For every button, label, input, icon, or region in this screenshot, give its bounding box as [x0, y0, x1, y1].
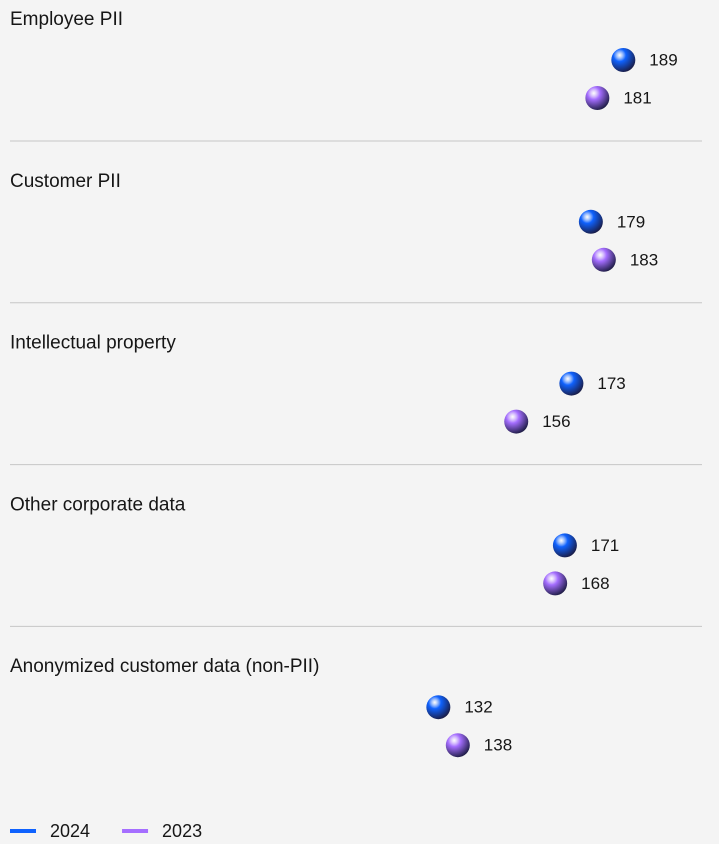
lollipop-head [585, 86, 610, 110]
lollipop-head [611, 48, 636, 72]
value-label: 168 [581, 574, 609, 593]
lollipop-head [445, 733, 470, 758]
value-label: 189 [649, 50, 677, 69]
value-label: 183 [630, 250, 658, 269]
category-label: Intellectual property [10, 333, 176, 354]
value-label: 181 [623, 88, 651, 107]
lollipop-head [552, 533, 577, 558]
legend-label: 2023 [162, 821, 202, 841]
value-label: 179 [617, 212, 645, 231]
lollipop-head [578, 209, 603, 234]
legend-label: 2024 [50, 821, 90, 841]
lollipop-head [426, 695, 451, 720]
value-label: 171 [591, 536, 619, 555]
lollipop-head [504, 409, 529, 434]
value-label: 138 [484, 736, 512, 755]
lollipop-head [591, 247, 616, 272]
value-label: 156 [542, 412, 570, 431]
value-label: 132 [464, 698, 492, 717]
lollipop-head [559, 371, 584, 396]
category-label: Anonymized customer data (non-PII) [10, 656, 319, 677]
category-label: Employee PII [10, 9, 123, 30]
value-label: 173 [597, 374, 625, 393]
lollipop-head [543, 571, 568, 596]
category-label: Customer PII [10, 171, 121, 192]
category-label: Other corporate data [10, 494, 186, 515]
